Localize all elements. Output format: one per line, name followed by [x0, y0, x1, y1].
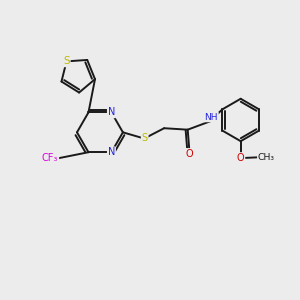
- Text: S: S: [142, 133, 148, 142]
- Text: CF₃: CF₃: [42, 153, 58, 163]
- Text: S: S: [63, 56, 70, 66]
- Text: O: O: [185, 149, 193, 159]
- Text: CH₃: CH₃: [258, 153, 275, 162]
- Text: N: N: [108, 107, 115, 117]
- Text: NH: NH: [205, 112, 218, 122]
- Text: N: N: [108, 147, 115, 157]
- Text: O: O: [237, 153, 244, 163]
